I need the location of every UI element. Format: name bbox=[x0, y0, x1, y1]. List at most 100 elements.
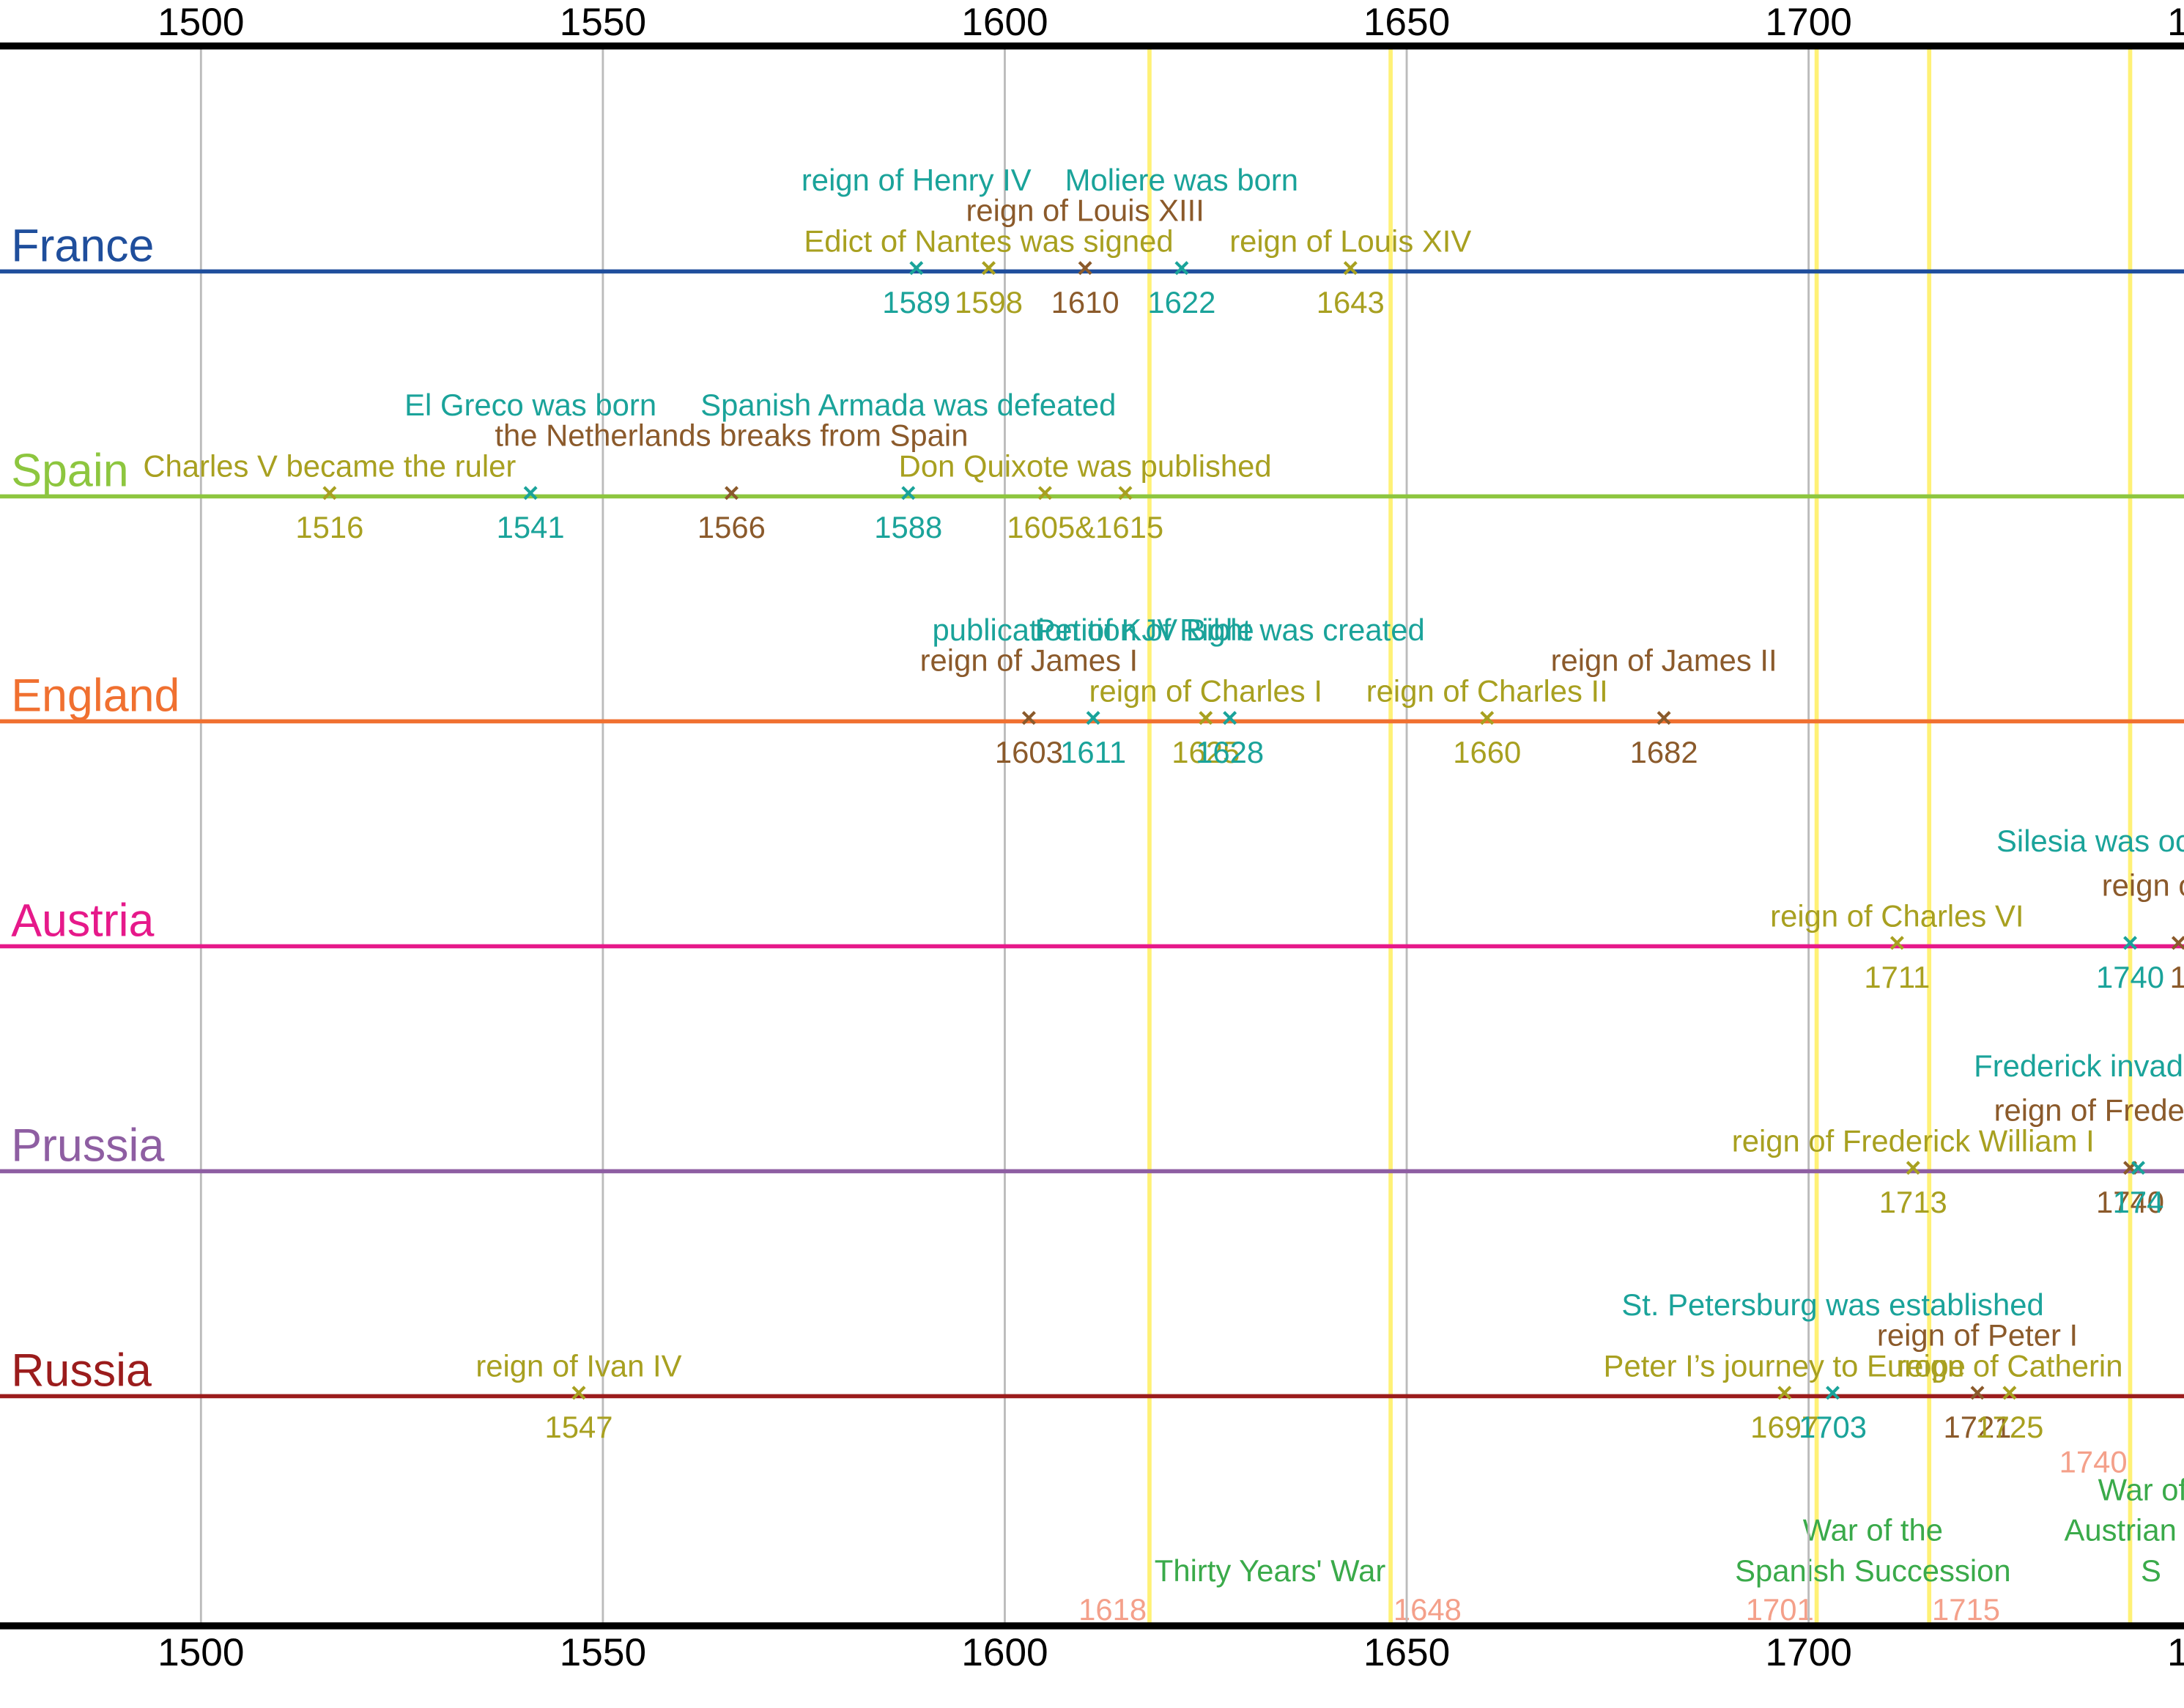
event-year: 1589 bbox=[882, 285, 950, 319]
x-tick-label-bottom: 1500 bbox=[158, 1631, 244, 1674]
event-marker: × bbox=[1342, 254, 1358, 284]
event-label: reign of Louis XIV bbox=[1229, 224, 1471, 259]
war-label: Thirty Years' War bbox=[1155, 1553, 1386, 1588]
event-label: Don Quixote was published bbox=[899, 449, 1272, 484]
event-year: 1516 bbox=[295, 510, 363, 544]
x-tick-label-bottom: 1750 bbox=[2167, 1631, 2184, 1674]
event-marker: × bbox=[1777, 1378, 1793, 1409]
event-marker: × bbox=[1824, 1378, 1840, 1409]
event-label: Spanish Armada was defeated bbox=[700, 388, 1116, 422]
country-name: Austria bbox=[11, 895, 154, 947]
event-label: publication of KJV Bible bbox=[932, 613, 1254, 647]
x-tick-label-bottom: 1600 bbox=[961, 1631, 1048, 1674]
country-name: Spain bbox=[11, 446, 128, 497]
event-marker: × bbox=[1889, 928, 1905, 959]
event-year: 1610 bbox=[1051, 285, 1119, 319]
war-label: War of the bbox=[1803, 1513, 1943, 1548]
event-label: Frederick invaded and o bbox=[1974, 1049, 2184, 1083]
event-label: reign of Frederick William I bbox=[1732, 1124, 2095, 1158]
event-year: 1721 bbox=[1944, 1410, 2012, 1444]
event-label: Charles V became the ruler bbox=[143, 449, 516, 484]
event-marker: × bbox=[1037, 478, 1053, 509]
event-marker: × bbox=[2122, 928, 2138, 959]
country-name: France bbox=[11, 221, 154, 272]
event-label: reign of Charles II bbox=[1366, 674, 1608, 709]
x-tick-label-top: 1550 bbox=[560, 1, 646, 44]
event-year: 1 bbox=[2170, 960, 2184, 994]
x-tick-label-top: 1500 bbox=[158, 1, 244, 44]
event-year: 1588 bbox=[874, 510, 942, 544]
x-tick-label-top: 1750 bbox=[2167, 1, 2184, 44]
war-start-year: 1618 bbox=[1078, 1592, 1147, 1627]
event-label: reign of Catherin bbox=[1896, 1349, 2122, 1383]
event-marker: × bbox=[1085, 703, 1101, 734]
event-label: reign of Ivan IV bbox=[475, 1349, 681, 1383]
event-year: 1625 bbox=[1171, 735, 1240, 769]
event-marker: × bbox=[2130, 1153, 2146, 1184]
x-tick-label-bottom: 1700 bbox=[1765, 1631, 1851, 1674]
event-label: reign of James I bbox=[920, 643, 1138, 678]
event-year: 1740 bbox=[2096, 1185, 2164, 1219]
event-marker: × bbox=[322, 478, 338, 509]
event-marker: × bbox=[908, 254, 925, 284]
event-label: reign of James II bbox=[1551, 643, 1777, 678]
x-tick-label-bottom: 1550 bbox=[560, 1631, 646, 1674]
war-label: Austrian Suc bbox=[2064, 1513, 2184, 1548]
event-label: Edict of Nantes was signed bbox=[804, 224, 1173, 259]
war-start-year: 1740 bbox=[2059, 1445, 2128, 1479]
event-label: reign of Henry IV bbox=[802, 163, 1032, 197]
event-year: 1566 bbox=[697, 510, 766, 544]
event-marker: × bbox=[2170, 928, 2184, 959]
event-year: 1697 bbox=[1750, 1410, 1818, 1444]
war-end-year: 1648 bbox=[1393, 1592, 1462, 1627]
event-label: the Netherlands breaks from Spain bbox=[495, 418, 968, 453]
event-label: Petition of Right was created bbox=[1035, 613, 1425, 647]
event-label: reign of Charles VI bbox=[1770, 899, 2024, 934]
event-label: reign of Frederick th bbox=[1994, 1093, 2184, 1128]
event-marker: × bbox=[1479, 703, 1495, 734]
x-tick-label-top: 1650 bbox=[1363, 1, 1450, 44]
event-year: 1660 bbox=[1453, 735, 1521, 769]
war-label: Spanish Succession bbox=[1735, 1553, 2011, 1588]
event-label: Moliere was born bbox=[1065, 163, 1298, 197]
event-marker: × bbox=[571, 1378, 587, 1409]
event-marker: × bbox=[1174, 254, 1190, 284]
event-marker: × bbox=[980, 254, 996, 284]
event-year: 1541 bbox=[497, 510, 565, 544]
event-label: reign of Peter I bbox=[1877, 1318, 2078, 1353]
event-label: reign of Ma bbox=[2102, 868, 2184, 903]
event-year: 1682 bbox=[1630, 735, 1698, 769]
event-year: 174 bbox=[2113, 1185, 2164, 1219]
event-marker: × bbox=[522, 478, 538, 509]
event-marker: × bbox=[1969, 1378, 1985, 1409]
war-end-year: 1715 bbox=[1932, 1592, 2000, 1627]
event-marker: × bbox=[1222, 703, 1238, 734]
event-marker: × bbox=[1656, 703, 1672, 734]
event-label: reign of Louis XIII bbox=[966, 193, 1204, 228]
event-year: 1598 bbox=[955, 285, 1023, 319]
event-marker: × bbox=[900, 478, 917, 509]
event-marker: × bbox=[1077, 254, 1093, 284]
event-marker: × bbox=[2002, 1378, 2018, 1409]
event-marker: × bbox=[1021, 703, 1037, 734]
war-label: War of t bbox=[2098, 1473, 2184, 1507]
event-year: 1622 bbox=[1147, 285, 1215, 319]
event-label: reign of Charles I bbox=[1089, 674, 1322, 709]
event-year: 1643 bbox=[1317, 285, 1385, 319]
war-label: S bbox=[2141, 1553, 2161, 1588]
x-tick-label-top: 1700 bbox=[1765, 1, 1851, 44]
x-tick-label-top: 1600 bbox=[961, 1, 1048, 44]
event-year: 1711 bbox=[1864, 960, 1930, 994]
event-year: 1605&1615 bbox=[1007, 510, 1163, 544]
event-year: 1611 bbox=[1060, 735, 1126, 769]
event-marker: × bbox=[1117, 478, 1133, 509]
event-label: Silesia was occupie bbox=[1996, 824, 2184, 858]
event-year: 1713 bbox=[1879, 1185, 1947, 1219]
war-start-year: 1701 bbox=[1746, 1592, 1814, 1627]
country-name: Prussia bbox=[11, 1120, 164, 1172]
event-marker: × bbox=[2122, 1153, 2138, 1184]
event-marker: × bbox=[1905, 1153, 1921, 1184]
event-year: 1603 bbox=[995, 735, 1063, 769]
event-year: 1703 bbox=[1799, 1410, 1867, 1444]
